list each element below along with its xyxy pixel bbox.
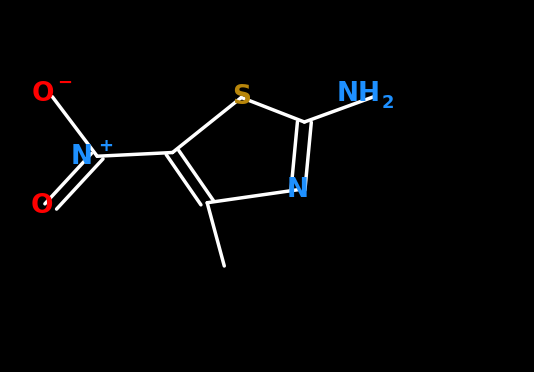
Text: O: O <box>30 193 53 219</box>
Text: NH: NH <box>337 81 381 107</box>
Text: +: + <box>98 137 113 155</box>
Text: −: − <box>58 74 73 92</box>
Text: 2: 2 <box>381 94 394 112</box>
Text: N: N <box>70 144 92 170</box>
Text: S: S <box>232 84 251 110</box>
Text: N: N <box>287 177 309 203</box>
Text: O: O <box>32 81 54 107</box>
